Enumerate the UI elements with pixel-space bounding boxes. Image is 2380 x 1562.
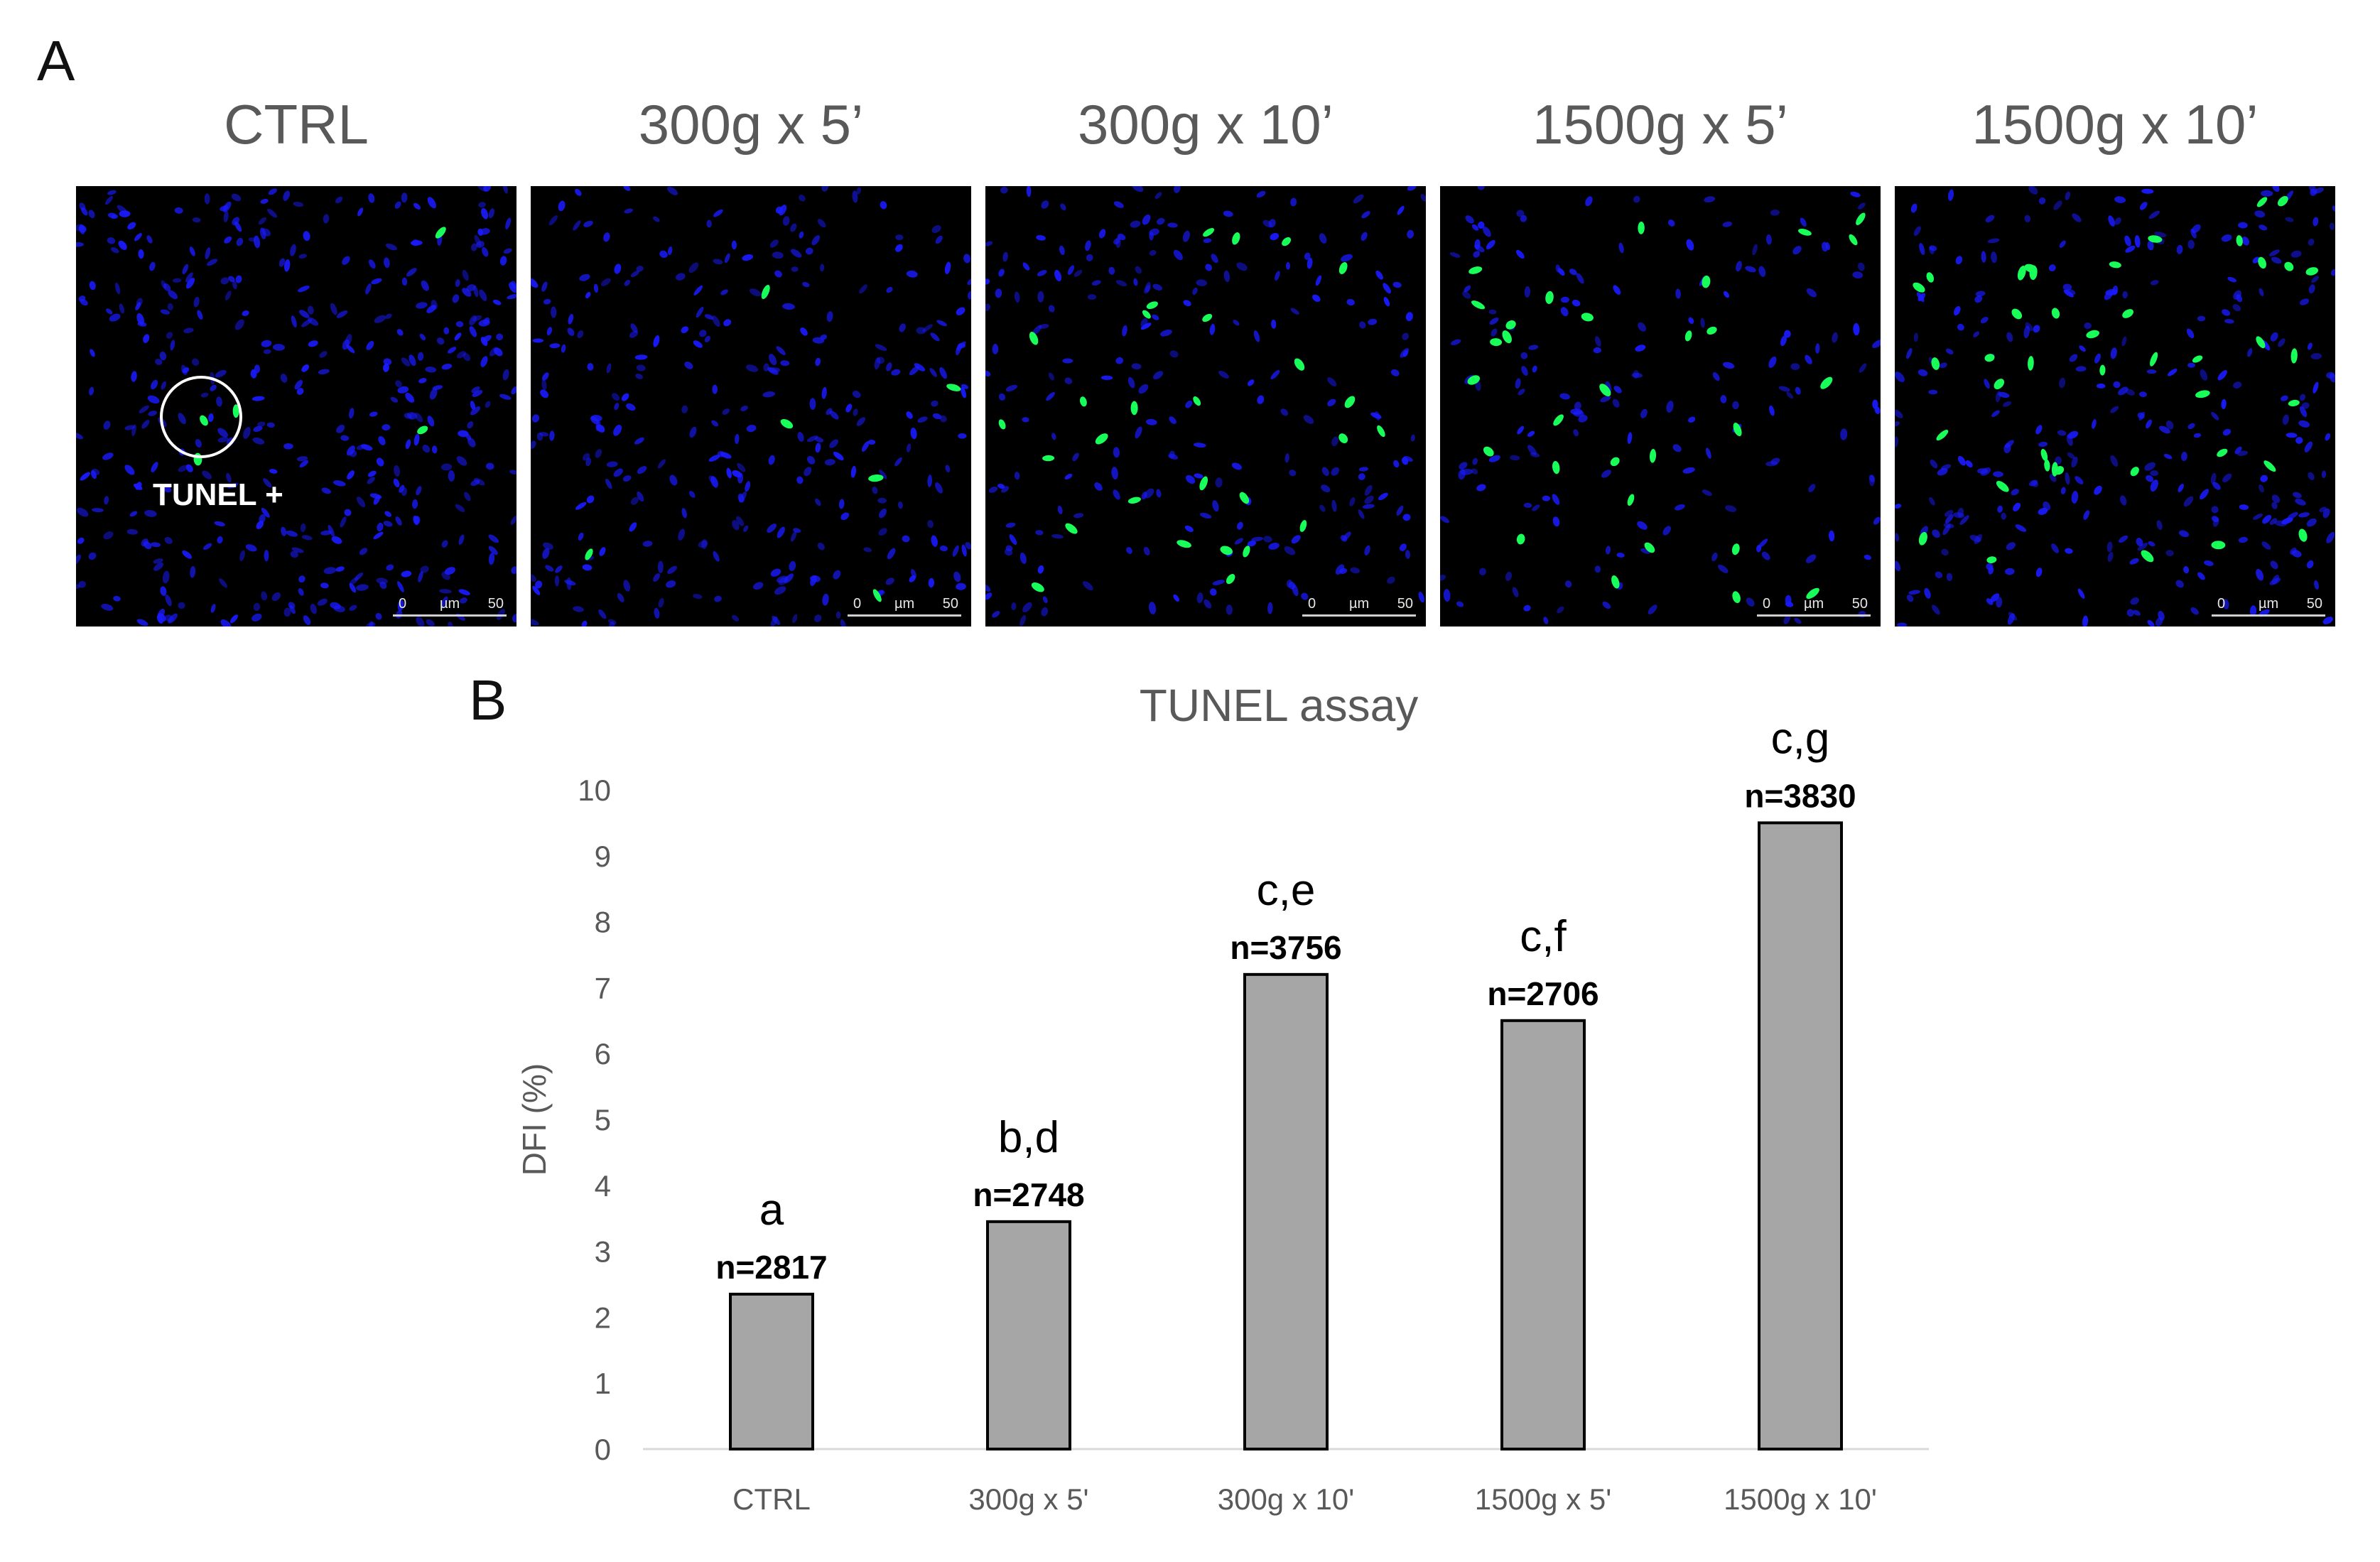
scale-end: 50	[2306, 596, 2322, 612]
bar-0	[729, 1292, 814, 1450]
condition-label: 300g x 5’	[638, 93, 864, 156]
scale-start: 0	[1308, 596, 1316, 612]
y-axis-label: DFI (%)	[516, 1063, 553, 1176]
micrograph-panel: 0 µm 50	[1440, 186, 1881, 627]
chart-title: TUNEL assay	[1140, 680, 1418, 731]
scale-unit: µm	[2259, 596, 2279, 612]
micrograph-image	[76, 186, 516, 627]
scale-start: 0	[1763, 596, 1771, 612]
scale-unit: µm	[894, 596, 915, 612]
bar-significance-label: a	[759, 1186, 784, 1235]
scale-start: 0	[2217, 596, 2226, 612]
condition-label: 300g x 10’	[1078, 93, 1334, 156]
y-tick-label: 9	[595, 840, 611, 873]
bar-1	[986, 1220, 1071, 1451]
micrograph-image	[1440, 186, 1881, 624]
tunel-highlight-circle	[160, 376, 242, 458]
x-tick-label: 1500g x 5'	[1475, 1482, 1612, 1516]
scale-line	[1757, 614, 1871, 617]
tunel-positive-label: TUNEL +	[153, 477, 283, 512]
micrograph-image	[531, 186, 971, 627]
bar-count-label: n=3830	[1744, 777, 1856, 814]
scale-end: 50	[942, 596, 958, 612]
y-tick-label: 8	[595, 906, 611, 939]
bar-2	[1243, 972, 1329, 1450]
scale-bar: 0 µm 50	[393, 591, 507, 621]
scale-unit: µm	[1804, 596, 1824, 612]
bar-count-label: n=2748	[973, 1176, 1084, 1213]
condition-label: CTRL	[224, 93, 369, 156]
bar-3	[1500, 1019, 1586, 1450]
scale-end: 50	[1397, 596, 1413, 612]
bar-4	[1758, 821, 1843, 1450]
panel-b-letter: B	[469, 668, 507, 732]
y-tick-label: 10	[578, 774, 611, 807]
bar-count-label: n=3756	[1230, 929, 1341, 966]
bar-significance-label: c,f	[1520, 912, 1567, 961]
y-tick-label: 3	[595, 1235, 611, 1269]
scale-bar: 0 µm 50	[1757, 591, 1871, 621]
y-tick-label: 7	[595, 971, 611, 1004]
y-tick-label: 2	[595, 1301, 611, 1334]
y-tick-label: 6	[595, 1037, 611, 1070]
scale-end: 50	[487, 596, 504, 612]
scale-line	[2212, 614, 2325, 617]
scale-bar: 0 µm 50	[1302, 591, 1416, 621]
y-tick-label: 1	[595, 1367, 611, 1400]
micrograph-image	[1895, 186, 2335, 627]
micrograph-panel: 0 µm 50	[1895, 186, 2335, 627]
x-tick-label: CTRL	[732, 1482, 811, 1516]
micrograph-panel: 0 µm 50	[531, 186, 971, 627]
micrograph-image	[985, 186, 1426, 627]
scale-unit: µm	[1349, 596, 1370, 612]
bar-significance-label: b,d	[998, 1113, 1059, 1162]
x-tick-label: 1500g x 10'	[1724, 1482, 1877, 1516]
scale-start: 0	[853, 596, 862, 612]
scale-bar: 0 µm 50	[848, 591, 961, 621]
bar-count-label: n=2706	[1487, 975, 1599, 1012]
y-tick-label: 0	[595, 1433, 611, 1466]
scale-line	[848, 614, 961, 617]
bar-significance-label: c,g	[1771, 714, 1830, 763]
bar-significance-label: c,e	[1257, 866, 1316, 915]
micrograph-panel: 0 µm 50	[985, 186, 1426, 627]
scale-line	[1302, 614, 1416, 617]
scale-bar: 0 µm 50	[2212, 591, 2325, 621]
x-tick-label: 300g x 10'	[1218, 1482, 1355, 1516]
scale-line	[393, 614, 507, 617]
panel-a-letter: A	[37, 29, 75, 92]
condition-label: 1500g x 10’	[1971, 93, 2259, 156]
scale-end: 50	[1851, 596, 1868, 612]
tunel-bar-chart: TUNEL assay DFI (%) 0 1 2 3 4 5 6 7 8 9 10 n=2817 a CTR…	[516, 680, 1929, 1516]
micrograph-panel: TUNEL + 0 µm 50	[76, 186, 516, 627]
scale-unit: µm	[440, 596, 460, 612]
y-tick-label: 5	[595, 1103, 611, 1137]
scale-start: 0	[399, 596, 407, 612]
bar-count-label: n=2817	[715, 1249, 827, 1286]
condition-label: 1500g x 5’	[1532, 93, 1788, 156]
x-tick-label: 300g x 5'	[968, 1482, 1088, 1516]
y-tick-label: 4	[595, 1169, 611, 1203]
